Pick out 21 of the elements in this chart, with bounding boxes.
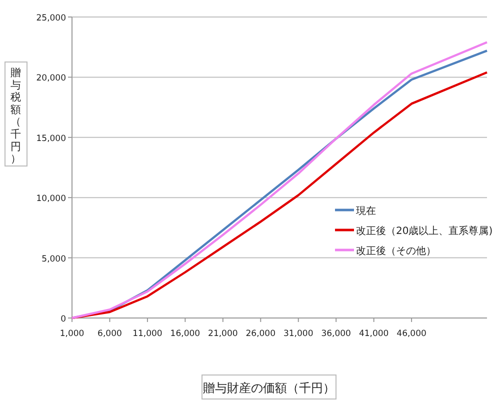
x-tick-label: 41,000 [358,329,389,339]
y-tick-label: 0 [60,314,66,324]
x-tick-label: 21,000 [208,329,238,339]
y-axis-title: 贈与税額（千円） [10,67,22,166]
y-tick-label: 10,000 [36,194,66,204]
y-tick-label: 5,000 [42,254,66,264]
x-tick-label: 16,000 [170,329,200,339]
x-axis-title: 贈与財産の価額（千円） [203,381,335,395]
y-tick-label: 20,000 [36,74,66,84]
x-tick-label: 31,000 [283,329,314,339]
y-tick-label: 15,000 [36,134,66,144]
x-tick-label: 11,000 [132,329,162,339]
y-tick-label: 25,000 [36,14,66,24]
x-tick-label: 46,000 [396,329,426,339]
x-tick-label: 6,000 [98,329,122,339]
x-tick-label: 1,000 [60,329,84,339]
legend-label: 改正後（その他） [356,245,436,257]
x-tick-label: 36,000 [321,329,351,339]
legend-label: 改正後（20歳以上、直系尊属) [356,225,493,237]
legend-label: 現在 [356,205,376,217]
x-tick-label: 26,000 [246,329,276,339]
